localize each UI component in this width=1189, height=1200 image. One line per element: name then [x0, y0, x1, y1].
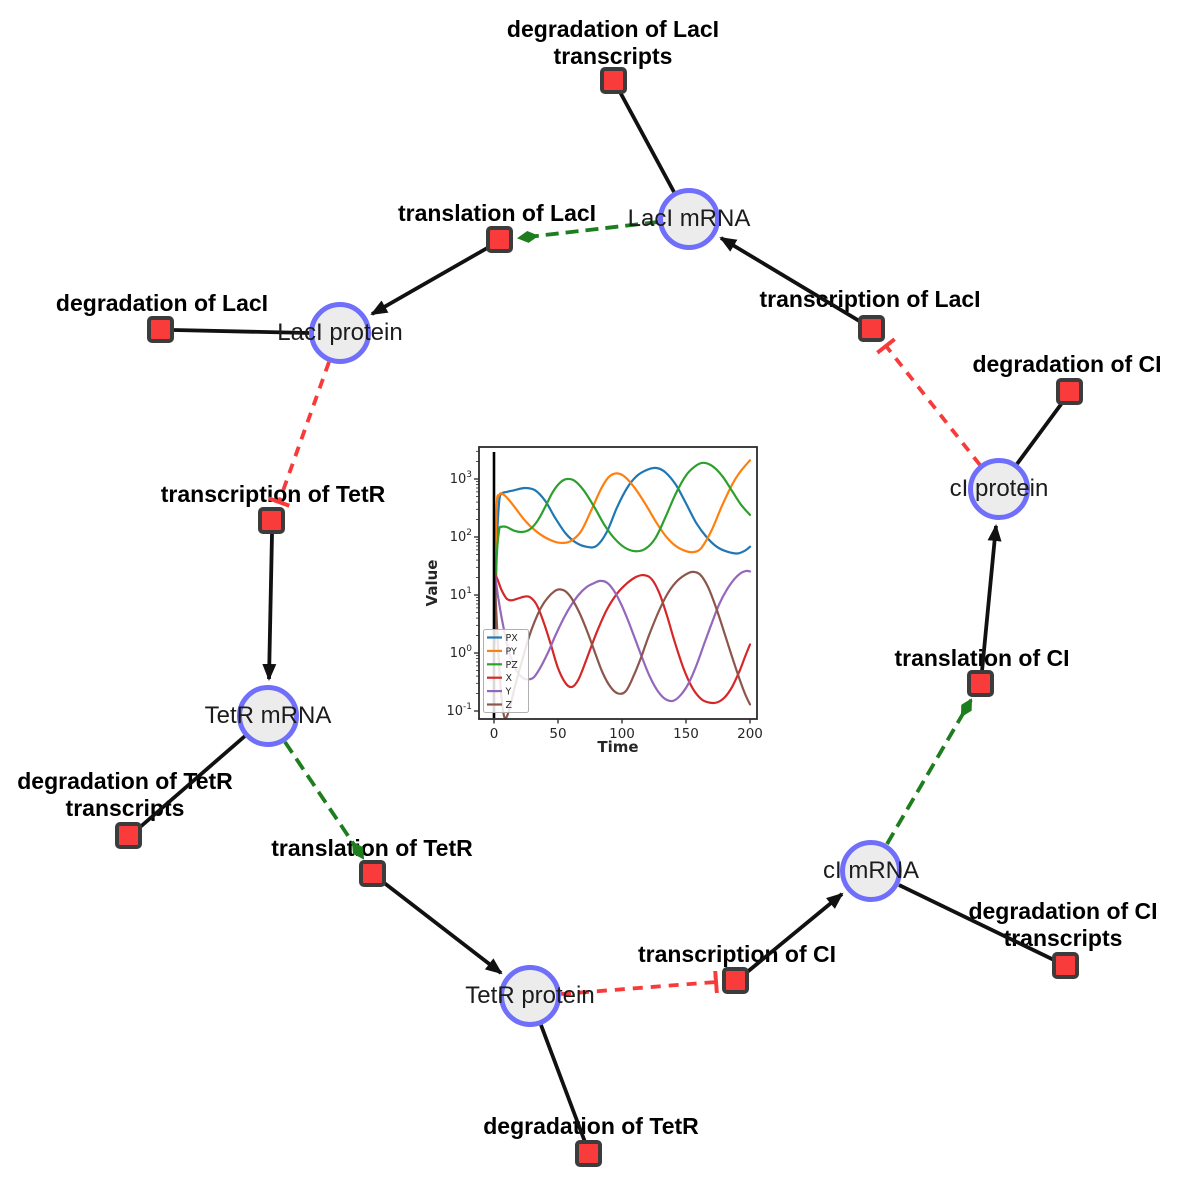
series-PZ — [493, 461, 752, 644]
legend-label-PY: PY — [506, 646, 518, 657]
edge-laciprotein-transcriptiontetr-inhibition — [267, 361, 331, 508]
label-degradation-of-laci: degradation of LacI — [55, 290, 269, 316]
label-translation-of-laci: translation of LacI — [397, 200, 597, 226]
reaction-node-translation-of-ci[interactable] — [967, 670, 994, 697]
x-tick-label-1: 50 — [549, 726, 566, 742]
edge-laciprotein-deglaci — [173, 328, 310, 335]
x-tick-label-0: 0 — [490, 726, 499, 742]
edge-transcriptionlaci-lacimrna-production — [719, 236, 862, 324]
species-node-laci-mrna[interactable]: LacI mRNA — [628, 188, 750, 250]
legend-label-PZ: PZ — [506, 660, 519, 671]
reaction-node-degradation-of-laci-transcripts[interactable] — [600, 67, 627, 94]
y-tick-label: 103 — [450, 470, 472, 487]
species-label: cI protein — [949, 475, 1049, 502]
reaction-node-transcription-of-laci[interactable] — [858, 315, 885, 342]
y-axis-label: Value — [423, 560, 441, 607]
edge-ciprotein-transcriptionlaci-inhibition — [876, 337, 982, 467]
legend-label-PX: PX — [506, 633, 519, 644]
species-label: cI mRNA — [823, 857, 919, 884]
reaction-node-transcription-of-tetr[interactable] — [258, 507, 285, 534]
edge-cimrna-degcitranscripts — [898, 883, 1055, 962]
reaction-node-translation-of-laci[interactable] — [486, 226, 513, 253]
edge-tetrmrna-translationtetr-modifier — [283, 740, 365, 860]
reaction-node-degradation-of-tetr-transcripts[interactable] — [115, 822, 142, 849]
edge-layer — [137, 91, 1064, 1143]
label-degradation-of-laci-transcripts: degradation of LacI transcripts — [506, 16, 720, 69]
label-transcription-of-ci: transcription of CI — [637, 941, 837, 967]
x-axis-label: Time — [597, 738, 638, 756]
edge-lacimrna-deglacitranscripts — [618, 91, 676, 193]
y-tick-label: 102 — [450, 528, 472, 545]
species-label: TetR mRNA — [204, 702, 332, 729]
reaction-node-degradation-of-ci-transcripts[interactable] — [1052, 952, 1079, 979]
edge-translationlaci-laciprotein-production — [370, 245, 490, 316]
chart-frame — [478, 446, 758, 720]
y-tick-label: 100 — [450, 644, 473, 661]
species-label: LacI mRNA — [627, 205, 751, 232]
label-transcription-of-laci: transcription of LacI — [759, 286, 981, 312]
chart-ticks: 0 50 100 150 200 10-1 100 101 102 103 — [446, 470, 762, 742]
edge-transcriptiontetr-tetrmrna-production — [262, 533, 277, 681]
species-label: LacI protein — [277, 319, 403, 346]
reaction-node-transcription-of-ci[interactable] — [722, 967, 749, 994]
legend-label-X: X — [506, 673, 513, 684]
chart-legend: PX PY PZ XYZ — [483, 629, 529, 713]
edge-translationtetr-tetrprotein-production — [381, 880, 503, 975]
legend-label-Z: Z — [506, 700, 513, 711]
edge-cimrna-translationci-modifier — [885, 698, 973, 845]
species-node-ci-protein[interactable]: cI protein — [950, 458, 1048, 520]
legend-label-Y: Y — [505, 687, 512, 698]
label-degradation-of-ci-transcripts: degradation of CI transcripts — [968, 898, 1158, 951]
reaction-node-degradation-of-laci[interactable] — [147, 316, 174, 343]
x-tick-label-2: 100 — [609, 726, 635, 742]
edge-tetrmrna-degtetrtranscripts — [137, 734, 247, 830]
series-X — [493, 571, 752, 705]
reaction-node-degradation-of-tetr[interactable] — [575, 1140, 602, 1167]
label-translation-of-tetr: translation of TetR — [271, 835, 473, 861]
edge-transcriptionci-cimrna-production — [744, 892, 844, 975]
species-node-laci-protein[interactable]: LacI protein — [277, 302, 403, 364]
species-node-ci-mrna[interactable]: cI mRNA — [823, 840, 919, 902]
edge-translationci-ciprotein-production — [980, 524, 1002, 672]
species-label: TetR protein — [465, 982, 595, 1009]
x-tick-label-4: 200 — [737, 726, 763, 742]
reaction-node-degradation-of-ci[interactable] — [1056, 378, 1083, 405]
edge-tetrprotein-transcriptionci-inhibition — [560, 970, 719, 996]
label-degradation-of-tetr: degradation of TetR — [483, 1113, 699, 1139]
reaction-node-translation-of-tetr[interactable] — [359, 860, 386, 887]
edge-lacimrna-translationlaci-modifier — [517, 220, 659, 243]
species-node-tetr-mrna[interactable]: TetR mRNA — [205, 685, 331, 747]
label-degradation-of-tetr-transcripts: degradation of TetR transcripts — [17, 768, 233, 821]
label-degradation-of-ci: degradation of CI — [972, 351, 1162, 377]
x-tick-label-3: 150 — [673, 726, 699, 742]
series-PY — [493, 459, 752, 627]
y-tick-label: 101 — [450, 586, 472, 603]
edge-ciprotein-degci — [1015, 401, 1064, 466]
species-node-tetr-protein[interactable]: TetR protein — [465, 965, 595, 1027]
edge-tetrprotein-degtetr — [539, 1024, 587, 1143]
y-tick-label: 10-1 — [446, 702, 472, 719]
